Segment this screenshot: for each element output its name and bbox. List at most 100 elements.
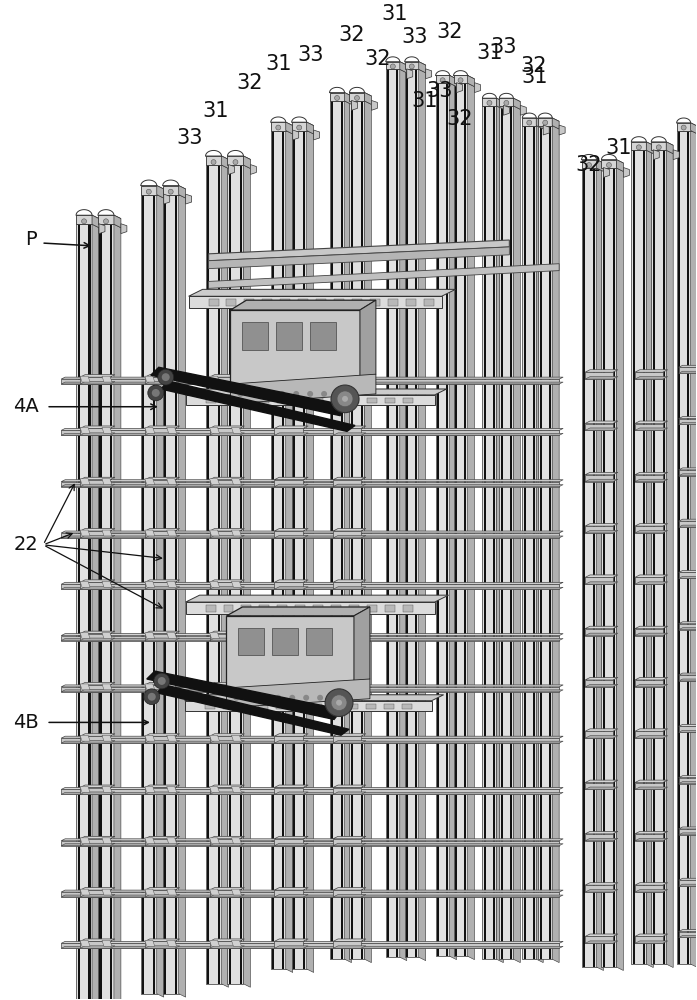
Polygon shape	[80, 535, 115, 538]
Polygon shape	[145, 689, 180, 692]
Polygon shape	[275, 895, 308, 897]
Polygon shape	[687, 131, 689, 964]
Polygon shape	[275, 682, 308, 685]
Polygon shape	[145, 582, 175, 589]
Polygon shape	[585, 524, 618, 526]
Polygon shape	[333, 480, 361, 487]
Polygon shape	[349, 101, 365, 959]
Polygon shape	[61, 792, 563, 794]
Polygon shape	[333, 839, 361, 846]
Polygon shape	[635, 582, 668, 584]
Polygon shape	[635, 424, 663, 430]
Polygon shape	[167, 735, 176, 741]
Polygon shape	[210, 426, 245, 428]
Polygon shape	[210, 480, 240, 487]
Polygon shape	[450, 83, 457, 960]
Polygon shape	[80, 836, 115, 839]
Polygon shape	[102, 684, 112, 690]
Polygon shape	[110, 224, 112, 1000]
Polygon shape	[145, 433, 180, 435]
Circle shape	[335, 391, 341, 397]
Polygon shape	[145, 735, 155, 741]
Bar	[240, 704, 250, 709]
Polygon shape	[114, 224, 121, 1000]
Bar	[262, 299, 273, 306]
Polygon shape	[538, 118, 552, 126]
Polygon shape	[210, 736, 240, 743]
Polygon shape	[243, 156, 250, 169]
Polygon shape	[603, 168, 605, 967]
Polygon shape	[80, 484, 115, 487]
Polygon shape	[602, 168, 616, 967]
Polygon shape	[185, 389, 447, 395]
Polygon shape	[677, 123, 697, 126]
Circle shape	[587, 163, 592, 168]
Polygon shape	[522, 126, 536, 959]
Polygon shape	[330, 93, 344, 101]
Polygon shape	[80, 734, 115, 736]
Polygon shape	[141, 186, 157, 195]
Polygon shape	[585, 936, 613, 943]
Polygon shape	[585, 428, 618, 430]
Polygon shape	[585, 577, 613, 584]
Bar	[367, 605, 377, 612]
Polygon shape	[145, 939, 180, 941]
Polygon shape	[455, 83, 457, 956]
Polygon shape	[314, 130, 320, 140]
Polygon shape	[145, 685, 175, 692]
Polygon shape	[210, 839, 240, 846]
Circle shape	[440, 78, 445, 83]
Polygon shape	[585, 372, 613, 379]
Polygon shape	[145, 638, 180, 641]
Circle shape	[636, 145, 641, 150]
Polygon shape	[210, 741, 245, 743]
Polygon shape	[145, 375, 180, 377]
Polygon shape	[679, 829, 696, 835]
Polygon shape	[585, 424, 613, 430]
Polygon shape	[419, 62, 426, 73]
Polygon shape	[210, 535, 245, 538]
Polygon shape	[275, 843, 308, 846]
Polygon shape	[559, 125, 565, 135]
Polygon shape	[162, 186, 178, 195]
Polygon shape	[349, 93, 365, 101]
Circle shape	[276, 125, 281, 130]
Polygon shape	[354, 607, 370, 688]
Polygon shape	[80, 741, 115, 743]
Polygon shape	[678, 131, 680, 964]
Polygon shape	[635, 575, 668, 577]
Polygon shape	[80, 377, 110, 384]
Polygon shape	[499, 98, 513, 106]
Text: 4A: 4A	[13, 397, 39, 416]
Text: 33: 33	[176, 128, 203, 148]
Polygon shape	[673, 150, 679, 160]
Polygon shape	[77, 224, 79, 1000]
Polygon shape	[185, 602, 435, 614]
Polygon shape	[206, 156, 229, 159]
Polygon shape	[102, 889, 112, 895]
Text: 33: 33	[490, 37, 516, 57]
Polygon shape	[679, 367, 696, 373]
Polygon shape	[679, 576, 697, 578]
Polygon shape	[457, 83, 463, 93]
Circle shape	[103, 219, 109, 224]
Polygon shape	[679, 519, 697, 521]
Polygon shape	[102, 940, 112, 946]
Polygon shape	[210, 375, 245, 377]
Polygon shape	[92, 215, 99, 228]
Polygon shape	[147, 671, 342, 719]
Polygon shape	[80, 792, 115, 794]
Polygon shape	[602, 160, 623, 163]
Bar	[330, 704, 340, 709]
Polygon shape	[635, 370, 668, 372]
Polygon shape	[210, 785, 245, 788]
Polygon shape	[102, 633, 112, 639]
Polygon shape	[145, 788, 175, 794]
Polygon shape	[164, 194, 169, 204]
Bar	[385, 605, 395, 612]
Circle shape	[152, 389, 160, 397]
Polygon shape	[616, 168, 623, 970]
Polygon shape	[275, 428, 303, 435]
Polygon shape	[679, 365, 697, 367]
Polygon shape	[61, 892, 559, 897]
